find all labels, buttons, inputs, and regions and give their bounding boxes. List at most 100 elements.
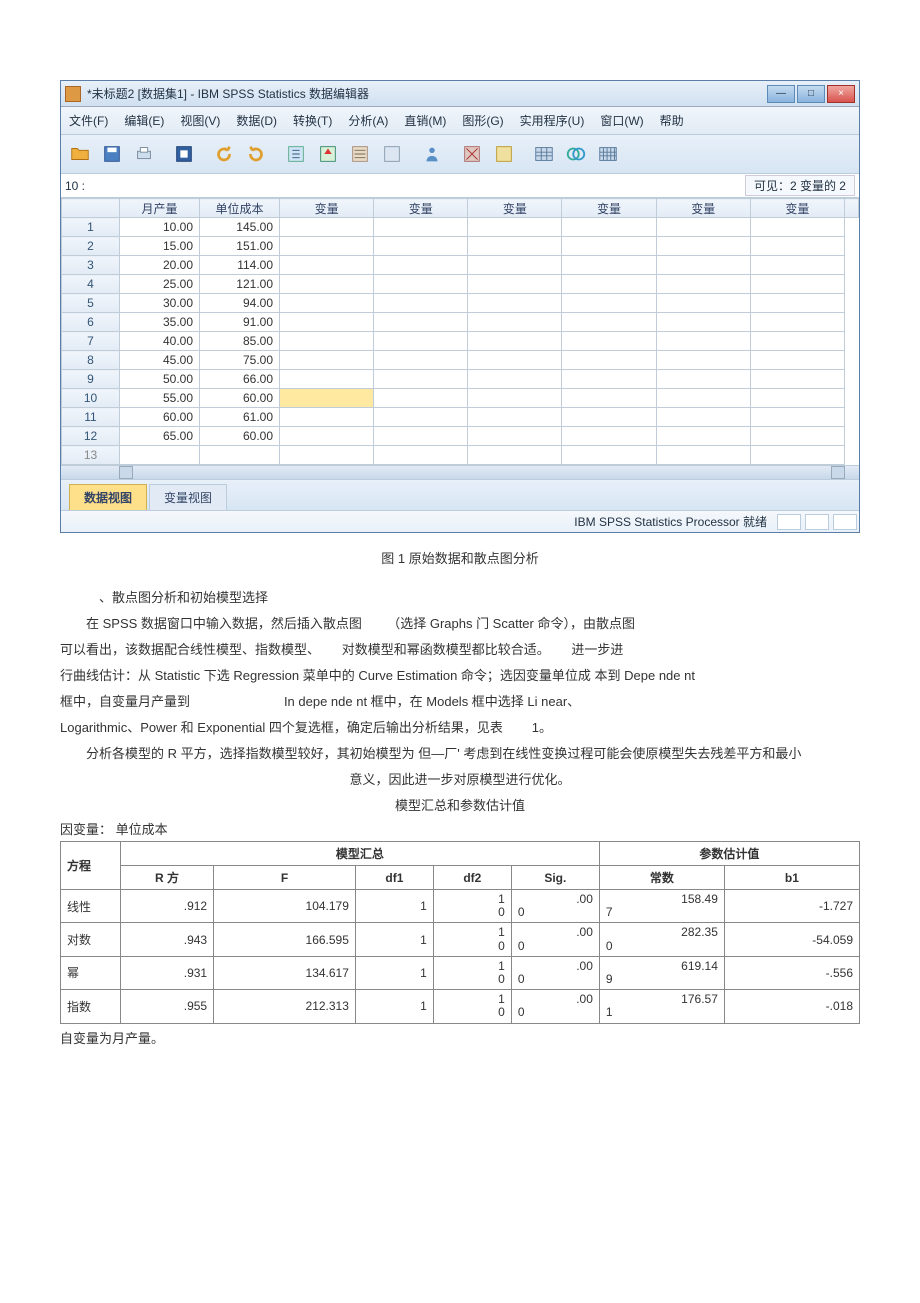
cell[interactable] xyxy=(280,218,374,237)
cell[interactable]: 40.00 xyxy=(120,332,200,351)
col-header-var[interactable]: 变量 xyxy=(562,199,656,218)
cell[interactable]: 10.00 xyxy=(120,218,200,237)
cell[interactable] xyxy=(468,218,562,237)
menu-transform[interactable]: 转换(T) xyxy=(289,110,336,131)
cell[interactable] xyxy=(280,370,374,389)
menu-data[interactable]: 数据(D) xyxy=(232,110,281,131)
row-header[interactable]: 11 xyxy=(62,408,120,427)
cell[interactable] xyxy=(468,332,562,351)
table-row[interactable]: 530.0094.00 xyxy=(62,294,859,313)
cell[interactable] xyxy=(374,427,468,446)
col-header-var[interactable]: 变量 xyxy=(374,199,468,218)
cell[interactable] xyxy=(656,237,750,256)
table-row[interactable]: 320.00114.00 xyxy=(62,256,859,275)
table-row[interactable]: 1160.0061.00 xyxy=(62,408,859,427)
menu-help[interactable]: 帮助 xyxy=(656,110,688,131)
cell[interactable] xyxy=(656,427,750,446)
vertical-scrollbar[interactable] xyxy=(845,199,859,218)
cell[interactable] xyxy=(280,408,374,427)
data-grid[interactable]: 月产量 单位成本 变量 变量 变量 变量 变量 变量 110.00145.002… xyxy=(61,198,859,479)
cell[interactable]: 30.00 xyxy=(120,294,200,313)
menu-file[interactable]: 文件(F) xyxy=(65,110,112,131)
table-row[interactable]: 215.00151.00 xyxy=(62,237,859,256)
cell[interactable]: 20.00 xyxy=(120,256,200,275)
cell[interactable] xyxy=(656,408,750,427)
cell[interactable] xyxy=(374,351,468,370)
cell[interactable] xyxy=(656,351,750,370)
cell[interactable] xyxy=(750,408,844,427)
cell[interactable] xyxy=(562,294,656,313)
row-header[interactable]: 10 xyxy=(62,389,120,408)
cell[interactable] xyxy=(562,427,656,446)
cell[interactable] xyxy=(656,294,750,313)
cell[interactable]: 60.00 xyxy=(120,408,200,427)
cell[interactable] xyxy=(374,237,468,256)
cell[interactable] xyxy=(656,332,750,351)
menu-window[interactable]: 窗口(W) xyxy=(596,110,647,131)
cell[interactable] xyxy=(656,370,750,389)
row-header[interactable]: 7 xyxy=(62,332,120,351)
cell[interactable] xyxy=(374,332,468,351)
cell[interactable] xyxy=(374,408,468,427)
col-header-var[interactable]: 变量 xyxy=(656,199,750,218)
cell[interactable] xyxy=(280,275,374,294)
cell[interactable] xyxy=(750,256,844,275)
cell[interactable] xyxy=(656,446,750,465)
menu-direct[interactable]: 直销(M) xyxy=(400,110,450,131)
col-header-var[interactable]: 变量 xyxy=(750,199,844,218)
cell[interactable] xyxy=(280,237,374,256)
cell[interactable] xyxy=(562,218,656,237)
cell[interactable] xyxy=(562,370,656,389)
table-row[interactable]: 1265.0060.00 xyxy=(62,427,859,446)
col-header-2[interactable]: 单位成本 xyxy=(200,199,280,218)
cell[interactable] xyxy=(750,446,844,465)
cell[interactable] xyxy=(374,313,468,332)
table-row[interactable]: 13 xyxy=(62,446,859,465)
weight-cases-button[interactable] xyxy=(489,139,519,169)
cell[interactable] xyxy=(374,275,468,294)
cell[interactable] xyxy=(562,332,656,351)
cell[interactable]: 61.00 xyxy=(200,408,280,427)
cell[interactable] xyxy=(750,351,844,370)
row-header[interactable]: 8 xyxy=(62,351,120,370)
cell[interactable] xyxy=(468,351,562,370)
cell[interactable]: 91.00 xyxy=(200,313,280,332)
row-header[interactable]: 4 xyxy=(62,275,120,294)
row-header[interactable]: 9 xyxy=(62,370,120,389)
cell[interactable]: 145.00 xyxy=(200,218,280,237)
cell[interactable] xyxy=(468,389,562,408)
cell[interactable]: 66.00 xyxy=(200,370,280,389)
user-button[interactable] xyxy=(417,139,447,169)
cell[interactable] xyxy=(280,256,374,275)
variables-button[interactable] xyxy=(345,139,375,169)
cell[interactable] xyxy=(280,332,374,351)
cell[interactable] xyxy=(120,446,200,465)
maximize-button[interactable]: □ xyxy=(797,85,825,103)
cell[interactable] xyxy=(280,427,374,446)
cell[interactable] xyxy=(468,237,562,256)
show-all-button[interactable] xyxy=(593,139,623,169)
cell[interactable]: 15.00 xyxy=(120,237,200,256)
goto-var-button[interactable] xyxy=(313,139,343,169)
row-header[interactable]: 12 xyxy=(62,427,120,446)
cell[interactable] xyxy=(280,294,374,313)
row-header[interactable]: 5 xyxy=(62,294,120,313)
cell[interactable] xyxy=(468,370,562,389)
horizontal-scrollbar[interactable] xyxy=(61,465,859,479)
cell[interactable] xyxy=(562,256,656,275)
cell[interactable] xyxy=(374,294,468,313)
row-header[interactable]: 1 xyxy=(62,218,120,237)
cell[interactable]: 35.00 xyxy=(120,313,200,332)
cell[interactable] xyxy=(750,370,844,389)
row-header[interactable]: 6 xyxy=(62,313,120,332)
cell[interactable]: 60.00 xyxy=(200,389,280,408)
recall-button[interactable] xyxy=(169,139,199,169)
cell[interactable] xyxy=(562,237,656,256)
cell[interactable] xyxy=(280,446,374,465)
cell[interactable] xyxy=(750,427,844,446)
close-button[interactable]: × xyxy=(827,85,855,103)
table-row[interactable]: 845.0075.00 xyxy=(62,351,859,370)
col-header-var[interactable]: 变量 xyxy=(280,199,374,218)
cell[interactable] xyxy=(750,294,844,313)
cell[interactable] xyxy=(200,446,280,465)
